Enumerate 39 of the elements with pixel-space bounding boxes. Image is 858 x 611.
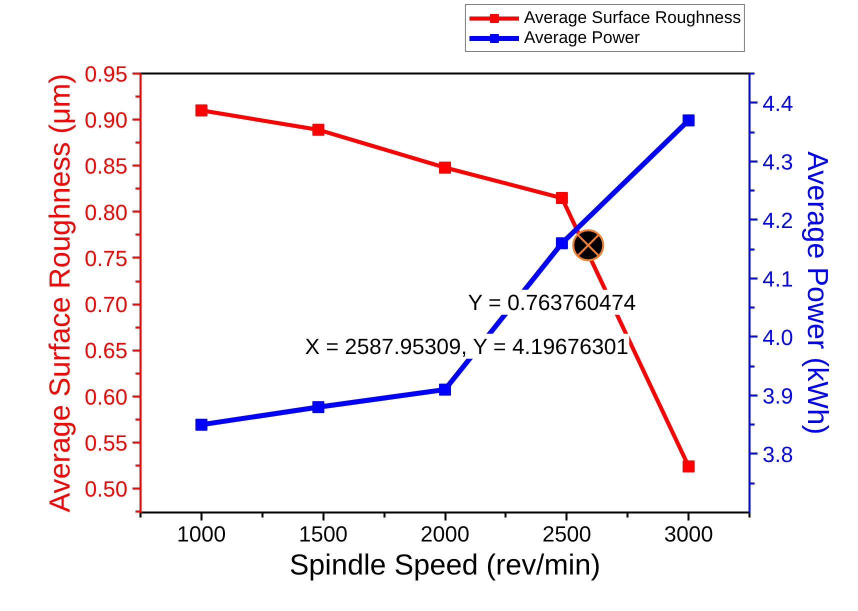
x-tick-label: 1000 bbox=[176, 522, 226, 546]
y2-axis-title: Average Power (kWh) bbox=[801, 151, 834, 435]
y-tick-label: 0.85 bbox=[84, 154, 128, 179]
x-tick-label: 1500 bbox=[298, 522, 348, 546]
annotation: X = 2587.95309, Y = 4.19676301 bbox=[305, 334, 628, 359]
y-tick-label: 0.90 bbox=[84, 108, 128, 133]
point bbox=[312, 124, 324, 136]
y2-tick-label: 4.3 bbox=[762, 149, 794, 174]
y-tick-label: 0.70 bbox=[84, 292, 128, 318]
y-tick-label: 0.60 bbox=[84, 384, 128, 410]
point bbox=[195, 104, 208, 116]
point bbox=[556, 237, 568, 250]
point bbox=[556, 192, 568, 204]
y-tick-label: 0.55 bbox=[84, 430, 128, 456]
y2-tick-label: 3.9 bbox=[762, 383, 794, 408]
x-axis-title: Spindle Speed (rev/min) bbox=[289, 550, 601, 582]
y2-tick-label: 4.0 bbox=[762, 324, 794, 350]
y2-tick-label: 4.2 bbox=[762, 208, 794, 233]
y-tick-label: 0.65 bbox=[84, 338, 128, 364]
point bbox=[312, 401, 324, 414]
y2-tick-label: 4.4 bbox=[762, 90, 794, 116]
y2-tick-label: 4.1 bbox=[762, 266, 794, 292]
y2-tick-label: 3.8 bbox=[762, 442, 794, 467]
y-tick-label: 0.95 bbox=[84, 62, 128, 86]
legend-label: Average Power bbox=[524, 28, 640, 48]
legend-label: Average Surface Roughness bbox=[524, 8, 741, 28]
point bbox=[439, 384, 451, 396]
y-tick-label: 0.50 bbox=[84, 476, 128, 502]
annotation: Y = 0.763760474 bbox=[468, 290, 636, 315]
point bbox=[439, 162, 451, 174]
y-axis-title: Average Surface Roughness (μm) bbox=[44, 74, 77, 512]
point bbox=[682, 460, 695, 472]
point bbox=[195, 418, 208, 431]
point bbox=[682, 114, 695, 126]
x-tick-label: 2000 bbox=[420, 522, 470, 546]
x-tick-label: 2500 bbox=[542, 522, 592, 546]
y-tick-label: 0.80 bbox=[84, 200, 128, 225]
x-tick-label: 3000 bbox=[664, 522, 714, 546]
y-tick-label: 0.75 bbox=[84, 246, 128, 271]
